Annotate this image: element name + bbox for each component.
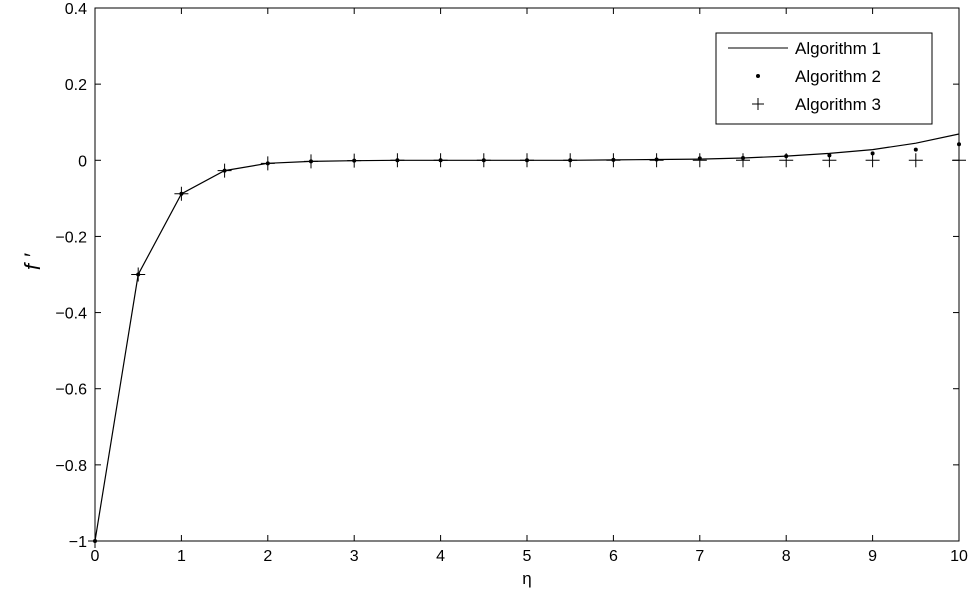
data-point-algorithm-3 <box>131 267 146 282</box>
x-tick-label: 1 <box>177 548 186 565</box>
x-tick-label: 7 <box>695 548 704 565</box>
data-point-algorithm-3 <box>908 153 923 168</box>
data-point-algorithm-2 <box>913 147 918 152</box>
y-tick-label: −0.4 <box>55 306 87 323</box>
legend-label-2: Algorithm 2 <box>795 67 881 86</box>
data-point-algorithm-3 <box>304 154 318 169</box>
x-tick-label: 2 <box>263 548 272 565</box>
x-tick-label: 8 <box>782 548 791 565</box>
x-tick-label: 3 <box>350 548 359 565</box>
x-tick-label: 10 <box>950 548 968 565</box>
x-tick-label: 5 <box>523 548 532 565</box>
y-tick-label: −1 <box>69 534 87 551</box>
data-point-algorithm-3 <box>217 163 232 178</box>
data-point-algorithm-3 <box>88 534 102 548</box>
x-tick-label: 9 <box>868 548 877 565</box>
data-point-algorithm-3 <box>736 153 750 168</box>
y-tick-label: −0.6 <box>55 382 87 399</box>
x-tick-label: 4 <box>436 548 445 565</box>
x-axis-label: η <box>522 569 531 588</box>
data-point-algorithm-3 <box>563 153 578 168</box>
data-point-algorithm-3 <box>260 156 275 171</box>
data-point-algorithm-3 <box>347 153 362 168</box>
data-point-algorithm-3 <box>865 153 880 168</box>
legend-label-1: Algorithm 1 <box>795 39 881 58</box>
data-point-algorithm-3 <box>606 153 621 168</box>
data-point-algorithm-2 <box>957 142 961 147</box>
data-point-algorithm-3 <box>520 153 534 168</box>
data-point-algorithm-3 <box>433 153 448 168</box>
legend-plus-marker <box>752 98 764 110</box>
data-point-algorithm-3 <box>649 153 664 168</box>
y-tick-label: −0.2 <box>55 229 87 246</box>
legend: Algorithm 1 Algorithm 2 Algorithm 3 <box>715 32 933 125</box>
data-point-algorithm-3 <box>476 153 491 168</box>
data-point-algorithm-3 <box>390 153 405 168</box>
series-line-algorithm-1 <box>94 133 960 542</box>
y-tick-label: −0.8 <box>55 458 87 475</box>
data-point-algorithm-3 <box>692 153 707 168</box>
x-tick-label: 6 <box>609 548 618 565</box>
x-tick-label: 0 <box>91 548 100 565</box>
y-tick-label: 0.4 <box>65 1 87 18</box>
legend-dot-marker <box>756 74 760 78</box>
data-point-algorithm-3 <box>779 153 794 168</box>
legend-label-3: Algorithm 3 <box>795 95 881 114</box>
data-point-algorithm-3 <box>174 186 189 201</box>
y-tick-label: 0.2 <box>65 77 87 94</box>
y-tick-label: 0 <box>78 153 87 170</box>
data-point-algorithm-3 <box>822 153 837 168</box>
data-point-algorithm-3 <box>952 153 966 168</box>
y-axis-label: f ′ <box>20 253 45 270</box>
